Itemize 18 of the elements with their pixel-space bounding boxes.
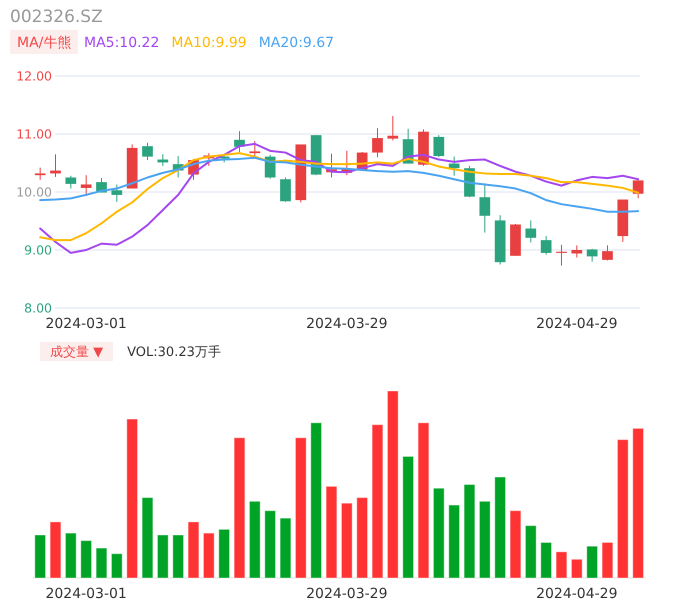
text: MA20:9.67 — [258, 35, 334, 51]
chart-title: 002326.SZ — [10, 7, 103, 27]
x-tick-label: 2024-03-29 — [306, 586, 388, 602]
text: 成交量 ▼ — [50, 344, 104, 360]
y-tick-label: 9.00 — [24, 242, 52, 258]
text: MA/牛熊 — [17, 35, 72, 51]
y-tick-label: 8.00 — [24, 300, 52, 316]
text: VOL:30.23万手 — [127, 345, 221, 360]
y-tick-label: 10.00 — [16, 184, 52, 200]
x-tick-label: 2024-04-29 — [536, 316, 618, 332]
y-tick-label: 12.00 — [16, 68, 52, 84]
x-tick-label: 2024-03-29 — [306, 316, 388, 332]
text: MA10:9.99 — [171, 35, 247, 51]
x-tick-label: 2024-03-01 — [45, 316, 127, 332]
y-tick-label: 11.00 — [16, 126, 52, 142]
x-tick-label: 2024-04-29 — [536, 586, 618, 602]
text: MA5:10.22 — [84, 35, 160, 51]
x-tick-label: 2024-03-01 — [45, 586, 127, 602]
